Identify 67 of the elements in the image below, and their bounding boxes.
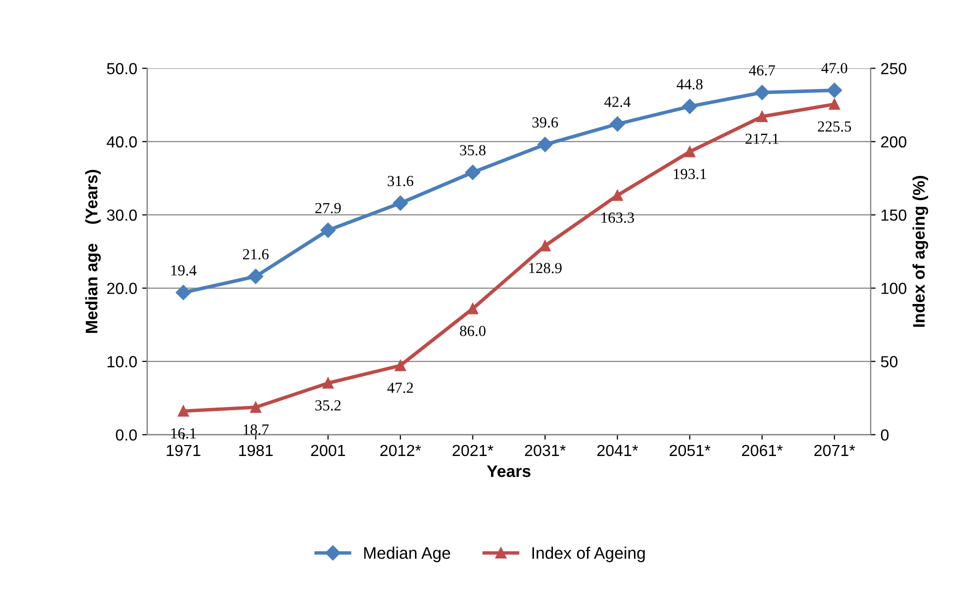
data-label: 225.5 bbox=[818, 121, 852, 132]
data-label: 16.1 bbox=[171, 428, 196, 439]
point bbox=[178, 406, 189, 417]
y2-tick-label: 200 bbox=[881, 136, 906, 148]
point bbox=[828, 98, 840, 110]
y-tick-label: 40.0 bbox=[106, 136, 137, 148]
x-tick-label: 2012* bbox=[380, 444, 422, 456]
data-label: 47.0 bbox=[821, 63, 848, 74]
point bbox=[612, 190, 623, 201]
y2-tick-label: 100 bbox=[882, 282, 906, 294]
x-tick-label: 2061* bbox=[742, 444, 783, 456]
point bbox=[682, 98, 698, 114]
data-label: 163.3 bbox=[602, 212, 634, 223]
x-tick-label: 2001 bbox=[311, 444, 346, 456]
data-label: 31.6 bbox=[388, 176, 414, 186]
data-label: 42.4 bbox=[604, 96, 631, 108]
point bbox=[465, 164, 480, 180]
data-label: 128.9 bbox=[529, 262, 562, 274]
x-tick-label: 2031* bbox=[525, 444, 566, 456]
point bbox=[394, 360, 406, 372]
data-label: 21.6 bbox=[243, 249, 269, 260]
x-axis-title: Years bbox=[486, 465, 530, 478]
data-label: 19.4 bbox=[171, 265, 196, 276]
data-label: 47.2 bbox=[387, 382, 413, 393]
data-label: 217.1 bbox=[746, 134, 778, 144]
point bbox=[826, 82, 842, 98]
y-axis-title: Median age (Years) bbox=[85, 170, 101, 333]
point bbox=[610, 116, 625, 132]
point bbox=[540, 240, 551, 252]
y-tick-label: 30.0 bbox=[106, 210, 137, 221]
data-label: 35.2 bbox=[315, 400, 341, 411]
point bbox=[250, 402, 262, 413]
x-tick-label: 2051* bbox=[670, 444, 710, 456]
point bbox=[176, 284, 191, 300]
data-label: 18.7 bbox=[244, 424, 269, 435]
point bbox=[684, 146, 696, 158]
x-tick-label: 2021* bbox=[452, 444, 494, 456]
point bbox=[392, 196, 408, 211]
point bbox=[754, 84, 770, 100]
point bbox=[248, 268, 264, 284]
x-tick-label: 1971 bbox=[166, 444, 200, 456]
y2-tick-label: 50 bbox=[880, 356, 898, 368]
y2-tick-label: 250 bbox=[881, 62, 906, 74]
y-tick-label: 50.0 bbox=[107, 62, 137, 74]
point bbox=[756, 110, 768, 122]
legend-label: Index of Ageing bbox=[532, 546, 645, 562]
data-label: 39.6 bbox=[532, 117, 558, 128]
y-tick-label: 10.0 bbox=[108, 356, 137, 368]
x-tick-label: 1981 bbox=[239, 444, 273, 456]
data-label: 35.8 bbox=[460, 145, 486, 156]
legend-label: Median Age bbox=[364, 546, 450, 562]
x-tick-label: 2041* bbox=[597, 444, 638, 456]
data-label: 44.8 bbox=[676, 79, 703, 90]
y2-tick-label: 0 bbox=[880, 429, 889, 441]
y2-tick-label: 150 bbox=[882, 210, 906, 221]
data-label: 86.0 bbox=[460, 326, 486, 336]
x-tick-label: 2071* bbox=[814, 444, 856, 456]
point bbox=[467, 303, 478, 314]
data-label: 46.7 bbox=[749, 65, 776, 76]
point bbox=[320, 222, 336, 238]
y2-axis-title: Index of ageing (%) bbox=[912, 176, 928, 327]
point bbox=[322, 378, 334, 389]
data-label: 27.9 bbox=[315, 202, 341, 214]
point bbox=[538, 136, 553, 152]
y-tick-label: 0.0 bbox=[116, 429, 137, 441]
y-tick-label: 20.0 bbox=[107, 282, 137, 294]
data-label: 193.1 bbox=[674, 168, 706, 180]
